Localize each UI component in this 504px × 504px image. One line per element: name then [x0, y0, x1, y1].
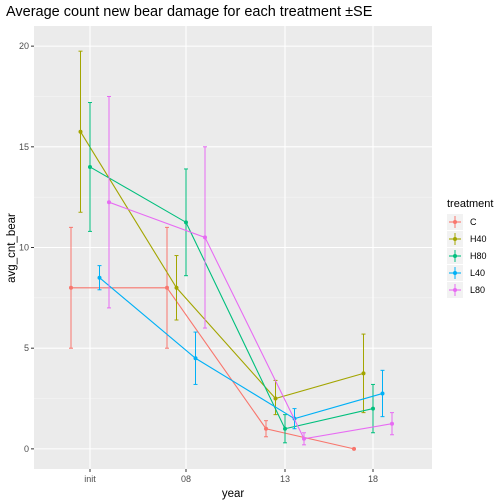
data-point — [69, 285, 73, 290]
y-tick-label: 20 — [19, 41, 29, 51]
legend-label: L80 — [470, 285, 485, 295]
legend-key-c — [447, 214, 463, 230]
series-line — [89, 166, 374, 430]
legend-key-point — [453, 237, 457, 241]
legend-label: C — [470, 217, 477, 227]
data-point — [88, 164, 92, 169]
y-tick-label: 0 — [24, 444, 29, 454]
data-point — [283, 426, 287, 431]
x-tick-label: 08 — [181, 474, 191, 484]
series-l80 — [107, 95, 394, 446]
series-line — [108, 201, 393, 440]
legend-label: H80 — [470, 251, 487, 261]
legend: treatment C H40 H80 L40 L80 — [447, 198, 493, 298]
y-tick-label: 5 — [24, 343, 29, 353]
data-point — [193, 356, 198, 361]
series-c — [69, 226, 356, 451]
x-tick-label: init — [84, 474, 96, 484]
legend-title: treatment — [447, 198, 493, 210]
chart-title: Average count new bear damage for each t… — [6, 4, 373, 20]
series-line — [71, 287, 355, 450]
x-tick-label: 18 — [368, 474, 378, 484]
legend-key-point — [453, 220, 457, 224]
data-point — [273, 396, 278, 401]
y-axis: 0 5 10 15 20 — [19, 41, 34, 454]
data-point — [264, 426, 268, 431]
data-point — [78, 129, 83, 134]
y-tick-label: 15 — [19, 142, 29, 152]
series-h80 — [88, 102, 375, 444]
legend-key-l80 — [447, 282, 463, 298]
data-point — [361, 371, 366, 376]
series-layer — [69, 50, 394, 451]
legend-key-point — [453, 271, 457, 275]
series-l40 — [97, 265, 385, 430]
data-point — [203, 235, 207, 240]
data-point — [371, 406, 375, 411]
legend-key-h40 — [447, 231, 463, 247]
x-tick-label: 13 — [280, 474, 290, 484]
x-axis-title: year — [222, 488, 245, 500]
legend-key-h80 — [447, 248, 463, 264]
legend-key-l40 — [447, 265, 463, 281]
x-axis: init 08 13 18 — [84, 469, 378, 484]
data-point — [174, 285, 179, 290]
data-point — [97, 275, 102, 280]
data-point — [165, 285, 169, 290]
y-tick-label: 10 — [19, 243, 29, 253]
legend-label: L40 — [470, 268, 485, 278]
data-point — [302, 436, 306, 441]
legend-key-point — [453, 288, 457, 292]
data-point — [390, 421, 394, 426]
legend-key-point — [453, 254, 457, 258]
series-line — [99, 277, 383, 420]
y-axis-title: avg_cnt_bear — [6, 213, 18, 283]
data-point — [380, 391, 385, 396]
legend-label: H40 — [470, 234, 487, 244]
data-point — [184, 220, 188, 225]
data-point — [352, 446, 356, 451]
data-point — [107, 200, 111, 205]
